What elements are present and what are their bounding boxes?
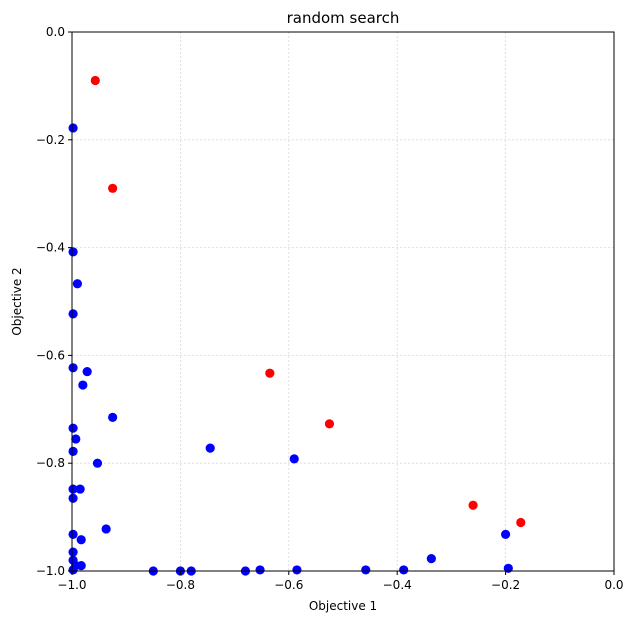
- x-tick-label: 0.0: [604, 578, 623, 592]
- x-axis-ticks: −1.0 −0.8 −0.6 −0.4 −0.2 0.0: [57, 571, 624, 592]
- data-point: [68, 565, 78, 575]
- data-point: [68, 529, 78, 539]
- data-point: [255, 565, 265, 575]
- data-point: [108, 183, 118, 193]
- x-tick-label: −0.4: [383, 578, 412, 592]
- data-point: [68, 446, 78, 456]
- data-points: [68, 75, 526, 576]
- data-point: [68, 363, 78, 373]
- data-point: [292, 565, 302, 575]
- y-tick-label: −0.2: [36, 133, 65, 147]
- x-tick-label: −0.2: [491, 578, 520, 592]
- y-tick-label: −1.0: [36, 564, 65, 578]
- data-point: [76, 535, 86, 545]
- data-point: [90, 75, 100, 86]
- data-point: [72, 279, 83, 289]
- y-tick-label: 0.0: [46, 25, 65, 39]
- data-point: [361, 565, 371, 575]
- y-tick-label: −0.4: [36, 241, 65, 255]
- data-point: [399, 565, 409, 575]
- y-axis-label: Objective 2: [10, 267, 24, 335]
- y-axis-ticks: −1.0 −0.8 −0.6 −0.4 −0.2 0.0: [36, 25, 72, 578]
- data-point: [75, 484, 85, 494]
- x-axis-label: Objective 1: [309, 599, 377, 613]
- data-point: [516, 517, 526, 528]
- data-point: [71, 434, 81, 444]
- data-point: [205, 443, 215, 453]
- data-point: [468, 500, 478, 510]
- plot-frame: [71, 31, 615, 572]
- x-tick-label: −1.0: [57, 578, 86, 592]
- data-point: [68, 423, 78, 433]
- data-point: [68, 309, 78, 319]
- x-tick-label: −0.8: [166, 578, 195, 592]
- data-point: [68, 123, 78, 133]
- data-point: [265, 368, 275, 378]
- data-point: [76, 561, 86, 571]
- data-point: [101, 524, 111, 534]
- data-point: [289, 454, 299, 464]
- x-tick-label: −0.6: [274, 578, 303, 592]
- data-point: [68, 247, 78, 257]
- data-point: [68, 484, 78, 494]
- data-point: [68, 493, 78, 503]
- data-point: [82, 366, 92, 377]
- data-point: [78, 380, 88, 390]
- y-tick-label: −0.6: [36, 348, 65, 362]
- data-point: [501, 529, 511, 539]
- y-tick-label: −0.8: [36, 456, 65, 470]
- chart-title: random search: [287, 9, 400, 27]
- data-point: [108, 412, 118, 422]
- data-point: [503, 563, 513, 573]
- data-point: [324, 419, 335, 429]
- data-point: [426, 554, 436, 564]
- data-point: [92, 458, 103, 468]
- data-point: [68, 547, 78, 557]
